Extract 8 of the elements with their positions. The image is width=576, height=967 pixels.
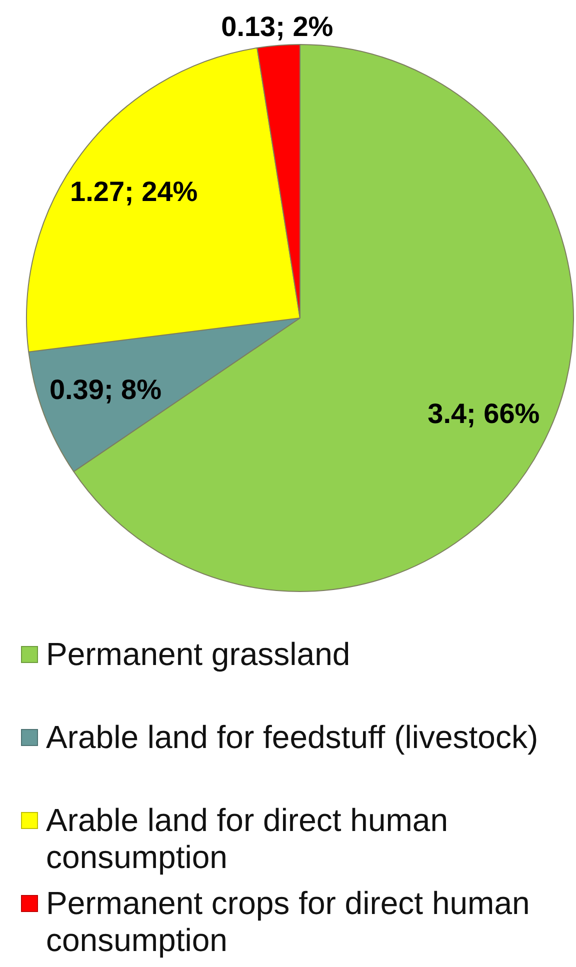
legend-label: Arable land for direct human consumption — [46, 802, 449, 876]
data-label: 1.27; 24% — [70, 176, 198, 207]
data-label: 3.4; 66% — [428, 398, 540, 430]
data-label: 0.13; 2% — [221, 11, 334, 42]
data-label: 0.39; 8% — [49, 374, 162, 405]
legend-label: Permanent crops for direct human consumption — [46, 885, 531, 959]
legend-label: Arable land for feedstuff (livestock) — [46, 719, 540, 756]
legend-label: Permanent grassland — [46, 636, 352, 673]
